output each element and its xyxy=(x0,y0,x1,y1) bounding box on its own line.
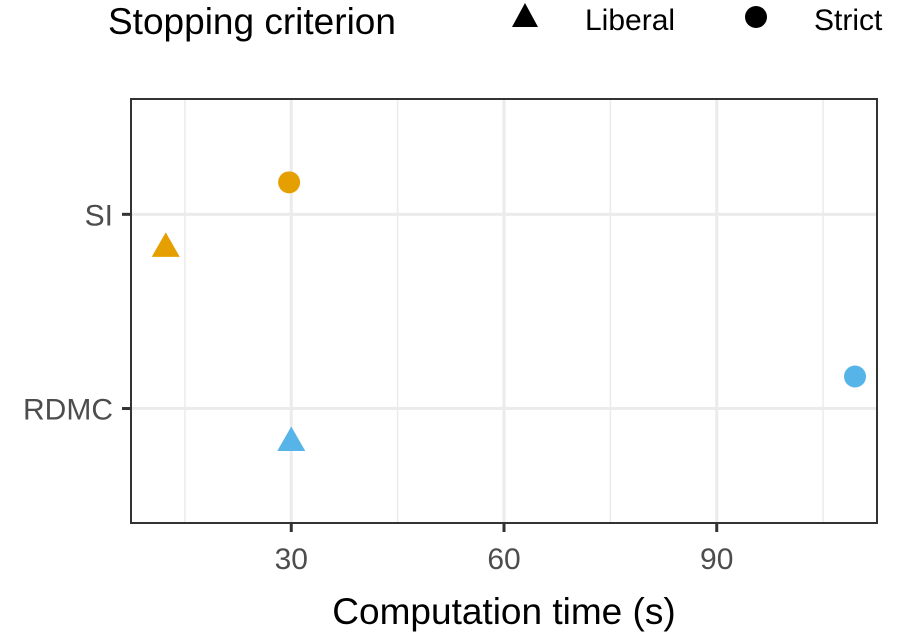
legend-key-strict: Strict xyxy=(745,4,883,37)
legend-label-liberal: Liberal xyxy=(585,4,675,37)
x-axis-title: Computation time (s) xyxy=(332,591,675,632)
y-tick-label: RDMC xyxy=(23,394,113,427)
legend: Stopping criterion Liberal Strict xyxy=(108,1,883,42)
x-tick-label: 30 xyxy=(275,543,308,576)
data-points xyxy=(151,171,867,452)
point-si-strict xyxy=(278,171,301,194)
legend-circle-symbol xyxy=(745,6,767,28)
legend-title: Stopping criterion xyxy=(108,1,396,42)
y-axis: SI RDMC xyxy=(23,199,131,427)
x-axis: 30 60 90 xyxy=(275,523,733,576)
point-si-liberal xyxy=(151,232,180,257)
legend-key-liberal: Liberal xyxy=(512,3,675,37)
legend-triangle-symbol xyxy=(512,3,538,27)
y-tick-label: SI xyxy=(85,199,113,232)
gridlines xyxy=(131,99,877,523)
point-rdmc-strict xyxy=(844,365,867,388)
x-tick-label: 60 xyxy=(487,543,520,576)
point-rdmc-liberal xyxy=(277,426,306,452)
x-tick-label: 90 xyxy=(700,543,733,576)
legend-label-strict: Strict xyxy=(814,4,883,37)
